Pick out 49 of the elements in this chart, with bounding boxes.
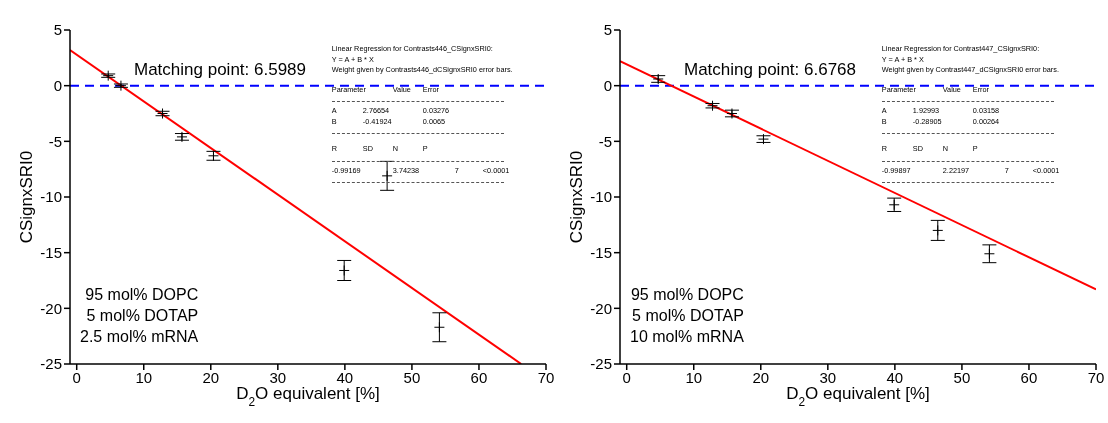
- annotation: 5 mol% DOTAP: [85, 306, 199, 326]
- y-tick-label: 0: [603, 76, 612, 94]
- x-tick-label: 20: [202, 368, 220, 386]
- y-tick-label: -25: [40, 355, 62, 373]
- x-tick-label: 10: [135, 368, 153, 386]
- x-tick-label: 60: [470, 368, 488, 386]
- y-axis-title: CSignxSRI0: [567, 150, 586, 244]
- point: [433, 321, 445, 333]
- y-tick-label: -10: [590, 188, 612, 206]
- x-tick-label: 0: [622, 368, 631, 386]
- point: [115, 80, 127, 92]
- y-tick-label: -20: [590, 299, 612, 317]
- annotation: 95 mol% DOPC: [630, 285, 744, 305]
- point: [932, 224, 944, 236]
- y-tick-label: -5: [48, 132, 62, 150]
- annotation: 2.5 mol% mRNA: [80, 327, 199, 347]
- x-tick-label: 50: [403, 368, 421, 386]
- x-tick-label: 0: [72, 368, 81, 386]
- point: [338, 264, 350, 276]
- x-tick-label: 10: [685, 368, 703, 386]
- y-tick-label: -20: [40, 299, 62, 317]
- x-tick-label: 50: [953, 368, 971, 386]
- x-axis-title: D$_{2}$O equivalent [%]: [236, 384, 380, 409]
- y-tick-label: -15: [40, 243, 62, 261]
- x-tick-label: 60: [1020, 368, 1038, 386]
- x-tick-label: 30: [269, 368, 287, 386]
- point: [381, 170, 393, 182]
- point: [983, 248, 995, 260]
- x-tick-label: 40: [336, 368, 354, 386]
- x-tick-label: 30: [819, 368, 837, 386]
- annotation: Matching point: 6.5989: [134, 60, 307, 80]
- x-tick-label: 20: [752, 368, 770, 386]
- annotation: 95 mol% DOPC: [84, 285, 199, 305]
- x-tick-label: 70: [537, 368, 555, 386]
- x-tick-label: 70: [1087, 368, 1105, 386]
- annotation: Matching point: 6.6768: [684, 60, 857, 80]
- annotation: 10 mol% mRNA: [630, 327, 744, 347]
- y-tick-label: -5: [598, 132, 612, 150]
- annotation: 5 mol% DOTAP: [631, 306, 744, 326]
- y-tick-label: 5: [603, 21, 612, 39]
- y-tick-label: -10: [40, 188, 62, 206]
- y-axis-title: CSignxSRI0: [17, 150, 36, 244]
- y-tick-label: 0: [53, 76, 62, 94]
- y-tick-label: -15: [590, 243, 612, 261]
- y-tick-label: -25: [590, 355, 612, 373]
- y-tick-label: 5: [53, 21, 62, 39]
- point: [102, 70, 114, 82]
- x-axis-title: D$_{2}$O equivalent [%]: [786, 384, 930, 409]
- x-tick-label: 40: [886, 368, 904, 386]
